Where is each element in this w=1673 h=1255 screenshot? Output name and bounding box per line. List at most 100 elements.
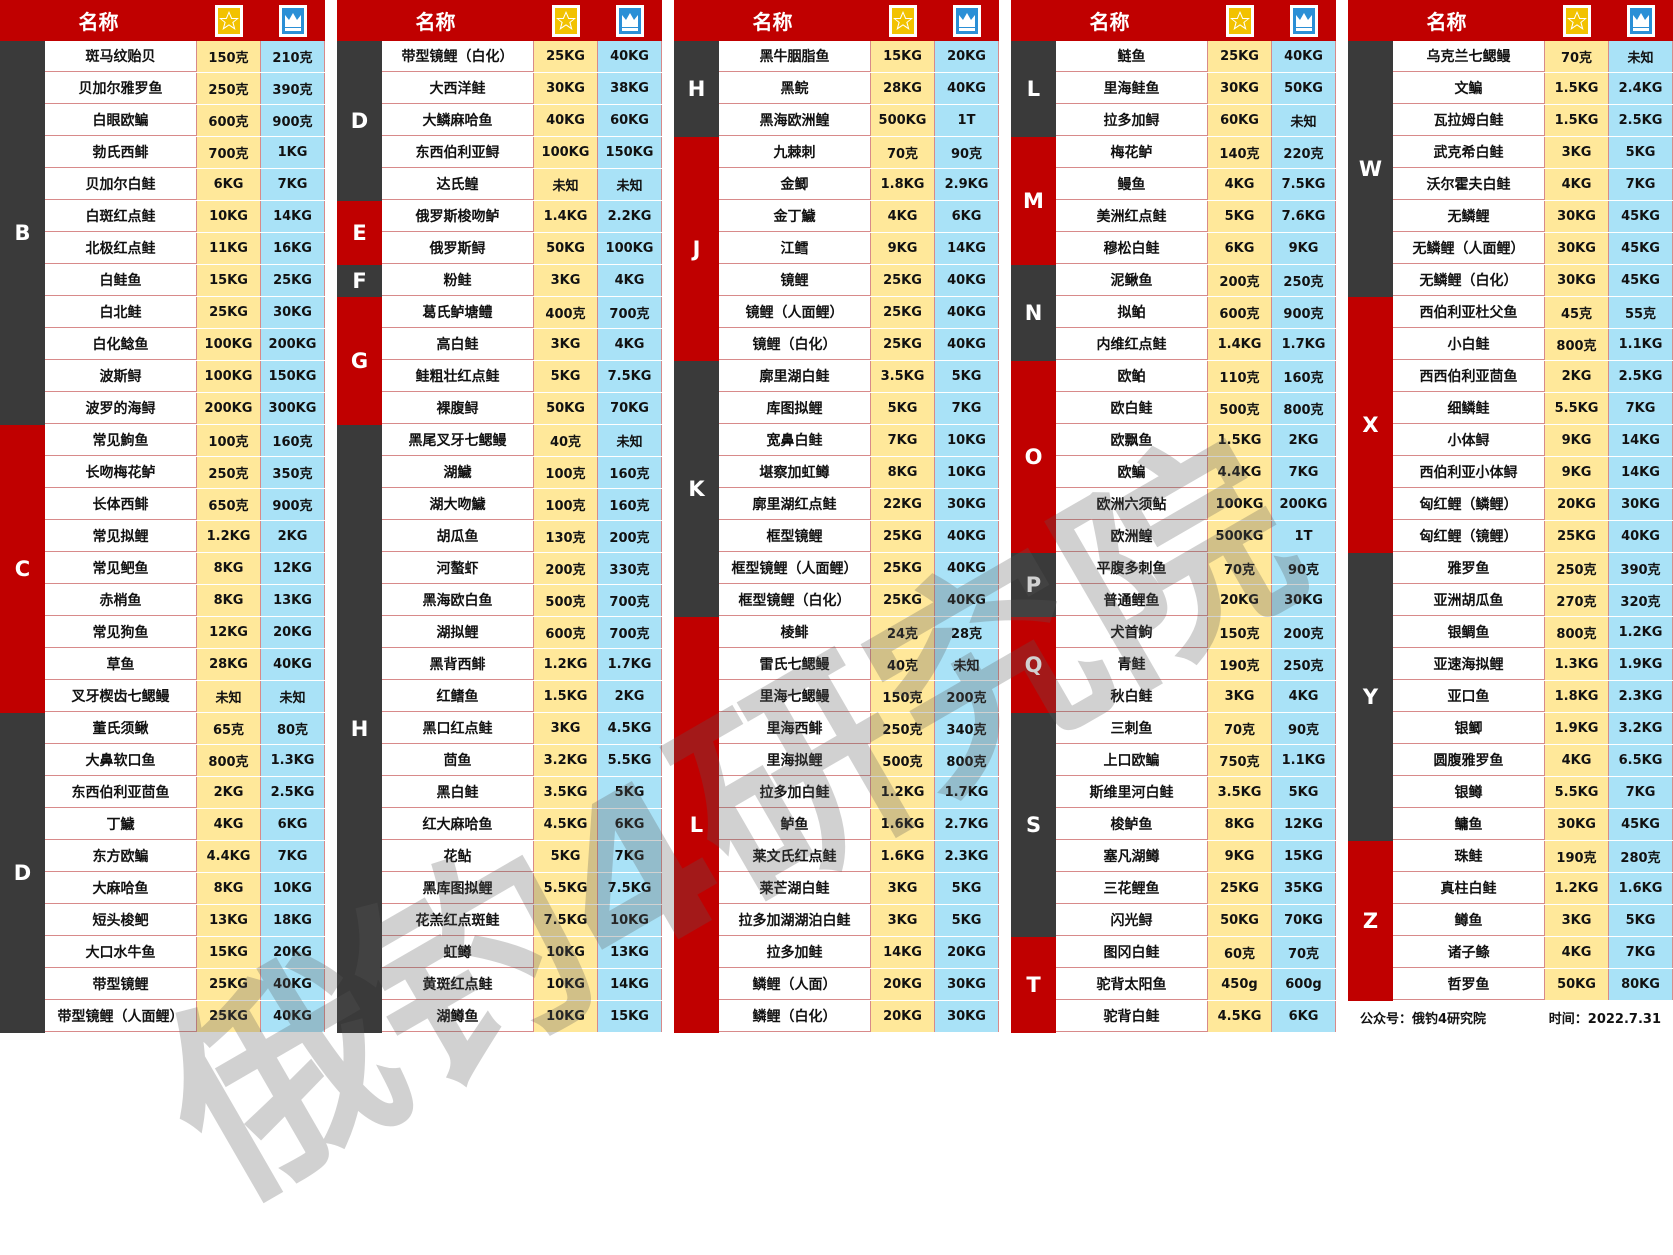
crown-weight-cell: 未知 bbox=[935, 649, 999, 680]
crown-weight-cell: 55克 bbox=[1609, 297, 1673, 328]
table-row: 三刺鱼 70克 90克 bbox=[1056, 713, 1336, 745]
fish-name-cell: 勃氏西鲱 bbox=[45, 137, 197, 168]
crown-weight-cell: 220克 bbox=[1272, 137, 1336, 168]
fish-name-cell: 银鲫 bbox=[1393, 713, 1545, 744]
crown-weight-cell: 160克 bbox=[598, 457, 662, 488]
star-weight-cell: 15KG bbox=[197, 265, 261, 296]
star-weight-cell: 15KG bbox=[871, 41, 935, 72]
crown-weight-cell: 30KG bbox=[935, 489, 999, 520]
table-row: 亚速海拟鲤 1.3KG 1.9KG bbox=[1393, 649, 1673, 681]
crown-weight-cell: 25KG bbox=[261, 265, 325, 296]
crown-weight-cell: 5KG bbox=[598, 777, 662, 808]
star-weight-cell: 5.5KG bbox=[534, 873, 598, 904]
table-row: 框型镜鲤（白化） 25KG 40KG bbox=[719, 585, 999, 617]
star-weight-cell: 25KG bbox=[871, 521, 935, 552]
star-weight-cell: 11KG bbox=[197, 233, 261, 264]
star-weight-cell: 25KG bbox=[534, 41, 598, 72]
fish-name-cell: 西伯利亚小体鲟 bbox=[1393, 457, 1545, 488]
fish-name-cell: 白眼欧鳊 bbox=[45, 105, 197, 136]
fish-name-cell: 堪察加虹鳟 bbox=[719, 457, 871, 488]
crown-weight-cell: 1.3KG bbox=[261, 745, 325, 776]
table-row: 九棘刺 70克 90克 bbox=[719, 137, 999, 169]
fish-name-cell: 银鲷鱼 bbox=[1393, 617, 1545, 648]
star-weight-cell: 1.2KG bbox=[197, 521, 261, 552]
table-row: 东方欧鳊 4.4KG 7KG bbox=[45, 841, 325, 873]
star-weight-cell: 1.5KG bbox=[1208, 425, 1272, 456]
crown-weight-cell: 1T bbox=[1272, 521, 1336, 552]
fish-name-cell: 波罗的海鲟 bbox=[45, 393, 197, 424]
gold-star-badge-icon bbox=[1545, 0, 1609, 41]
blue-crown-badge-icon bbox=[1272, 0, 1336, 41]
star-weight-cell: 500克 bbox=[1208, 393, 1272, 424]
crown-weight-cell: 2.5KG bbox=[1609, 361, 1673, 392]
fish-name-cell: 框型镜鲤（白化） bbox=[719, 585, 871, 616]
blue-crown-badge-icon bbox=[935, 0, 999, 41]
crown-weight-cell: 7KG bbox=[1609, 937, 1673, 968]
table-row: 梅花鲈 140克 220克 bbox=[1056, 137, 1336, 169]
fish-name-cell: 常见狗鱼 bbox=[45, 617, 197, 648]
table-row: 贝加尔雅罗鱼 250克 390克 bbox=[45, 73, 325, 105]
table-row: 西伯利亚杜父鱼 45克 55克 bbox=[1393, 297, 1673, 329]
header-name: 名称 bbox=[78, 10, 119, 34]
table-row: 西西伯利亚茴鱼 2KG 2.5KG bbox=[1393, 361, 1673, 393]
crown-weight-cell: 200KG bbox=[1272, 489, 1336, 520]
table-row: 带型镜鲤（白化） 25KG 40KG bbox=[382, 41, 662, 73]
table-row: 勃氏西鲱 700克 1KG bbox=[45, 137, 325, 169]
star-weight-cell: 25KG bbox=[871, 297, 935, 328]
fish-name-cell: 大口水牛鱼 bbox=[45, 937, 197, 968]
table-row: 葛氏鲈塘鳢 400克 700克 bbox=[382, 297, 662, 329]
crown-weight-cell: 80克 bbox=[261, 713, 325, 744]
crown-weight-cell: 350克 bbox=[261, 457, 325, 488]
table-row: 三花鲤鱼 25KG 35KG bbox=[1056, 873, 1336, 905]
fish-name-cell: 梅花鲈 bbox=[1056, 137, 1208, 168]
group-letter: J bbox=[674, 137, 719, 361]
fish-name-cell: 塞凡湖鳟 bbox=[1056, 841, 1208, 872]
star-weight-cell: 3KG bbox=[1545, 137, 1609, 168]
star-weight-cell: 8KG bbox=[197, 873, 261, 904]
crown-weight-cell: 40KG bbox=[935, 553, 999, 584]
group-letter: L bbox=[1011, 41, 1056, 137]
star-weight-cell: 4KG bbox=[871, 201, 935, 232]
star-weight-cell: 800克 bbox=[197, 745, 261, 776]
fish-name-cell: 大鳞麻哈鱼 bbox=[382, 105, 534, 136]
crown-weight-cell: 250克 bbox=[1272, 649, 1336, 680]
star-weight-cell: 2KG bbox=[1545, 361, 1609, 392]
fish-name-cell: 小白鲑 bbox=[1393, 329, 1545, 360]
table-panel: 名称 H 黑牛胭脂鱼 15KG 20KG 黑鲩 28KG 40KG 黑海欧洲鳇 500KG 1T J 九… bbox=[674, 0, 999, 1035]
table-row: 湖鳟鱼 10KG 15KG bbox=[382, 1001, 662, 1033]
group-letter: O bbox=[1011, 361, 1056, 553]
fish-name-cell: 欧鲌 bbox=[1056, 361, 1208, 392]
fish-name-cell: 内维红点鲑 bbox=[1056, 329, 1208, 360]
crown-weight-cell: 5KG bbox=[1609, 905, 1673, 936]
crown-weight-cell: 50KG bbox=[1272, 73, 1336, 104]
table-row: 斯维里河白鲑 3.5KG 5KG bbox=[1056, 777, 1336, 809]
star-weight-cell: 7KG bbox=[871, 425, 935, 456]
crown-weight-cell: 4KG bbox=[1272, 681, 1336, 712]
fish-name-cell: 拉多加鲑 bbox=[719, 937, 871, 968]
fish-name-cell: 贝加尔白鲑 bbox=[45, 169, 197, 200]
crown-weight-cell: 13KG bbox=[261, 585, 325, 616]
table-row: 粉鲑 3KG 4KG bbox=[382, 265, 662, 297]
crown-weight-cell: 40KG bbox=[935, 265, 999, 296]
table-row: 无鳞鲤（白化） 30KG 45KG bbox=[1393, 265, 1673, 297]
crown-weight-cell: 7KG bbox=[598, 841, 662, 872]
star-weight-cell: 270克 bbox=[1545, 585, 1609, 616]
table-row: 大鳞麻哈鱼 40KG 60KG bbox=[382, 105, 662, 137]
star-weight-cell: 8KG bbox=[1208, 809, 1272, 840]
gold-star-badge-icon bbox=[1208, 0, 1272, 41]
fish-name-cell: 带型镜鲤（人面鲤） bbox=[45, 1001, 197, 1032]
table-row: 白鲑鱼 15KG 25KG bbox=[45, 265, 325, 297]
table-row: 短头梭鲃 13KG 18KG bbox=[45, 905, 325, 937]
table-header: 名称 bbox=[674, 0, 999, 41]
star-weight-cell: 10KG bbox=[197, 201, 261, 232]
star-weight-cell: 1.5KG bbox=[1545, 73, 1609, 104]
crown-weight-cell: 12KG bbox=[261, 553, 325, 584]
star-weight-cell: 150克 bbox=[871, 681, 935, 712]
table-row: 花羔红点斑鲑 7.5KG 10KG bbox=[382, 905, 662, 937]
star-weight-cell: 9KG bbox=[1208, 841, 1272, 872]
fish-name-cell: 常见鮈鱼 bbox=[45, 425, 197, 456]
crown-weight-cell: 200克 bbox=[935, 681, 999, 712]
star-weight-cell: 10KG bbox=[534, 1001, 598, 1032]
fish-name-cell: 细鳞鲑 bbox=[1393, 393, 1545, 424]
star-weight-cell: 70克 bbox=[871, 137, 935, 168]
